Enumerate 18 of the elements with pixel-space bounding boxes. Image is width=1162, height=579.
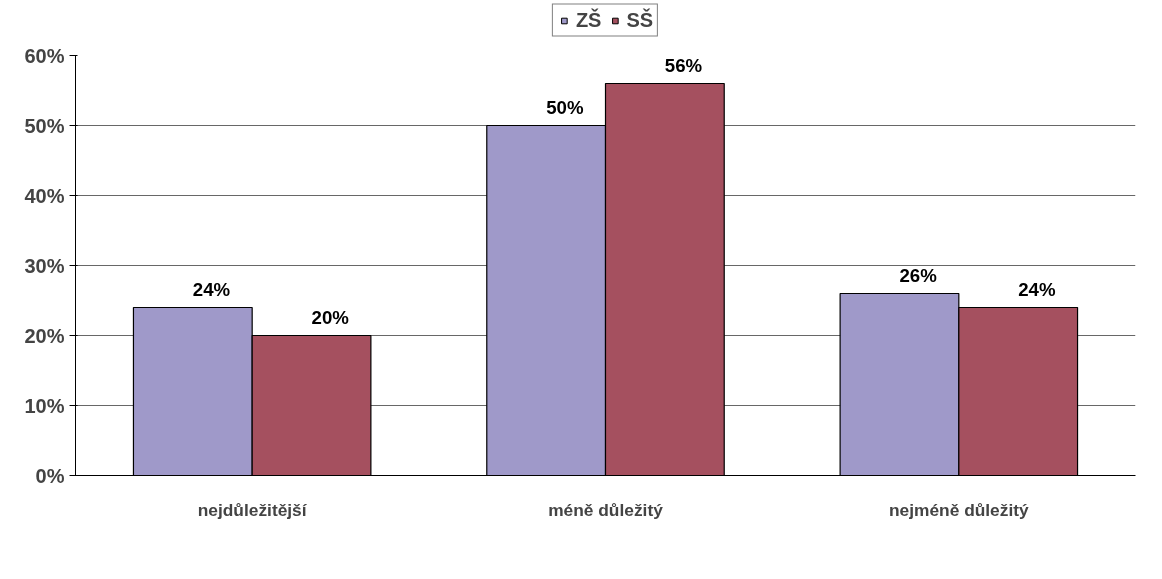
x-tick-label: nejméně důležitý — [889, 499, 1030, 520]
y-tick-label: 40% — [24, 184, 65, 207]
data-label: 24% — [192, 278, 231, 300]
x-tick-label: nejdůležitější — [197, 499, 308, 520]
y-tick-label: 20% — [24, 324, 65, 347]
y-tick-label: 50% — [24, 114, 65, 137]
y-tick-label: 10% — [24, 394, 65, 417]
y-tick-label: 30% — [24, 254, 65, 277]
data-label: 26% — [899, 264, 938, 286]
y-tick-label: 0% — [35, 464, 65, 487]
legend-label: SŠ — [626, 8, 654, 32]
data-label: 56% — [664, 54, 703, 76]
y-tick-label: 60% — [24, 44, 65, 67]
legend-label: ZŠ — [575, 8, 602, 32]
data-label: 24% — [1018, 278, 1056, 300]
data-label: 20% — [311, 306, 350, 328]
x-tick-label: méně důležitý — [548, 499, 664, 520]
data-label: 50% — [546, 96, 584, 118]
